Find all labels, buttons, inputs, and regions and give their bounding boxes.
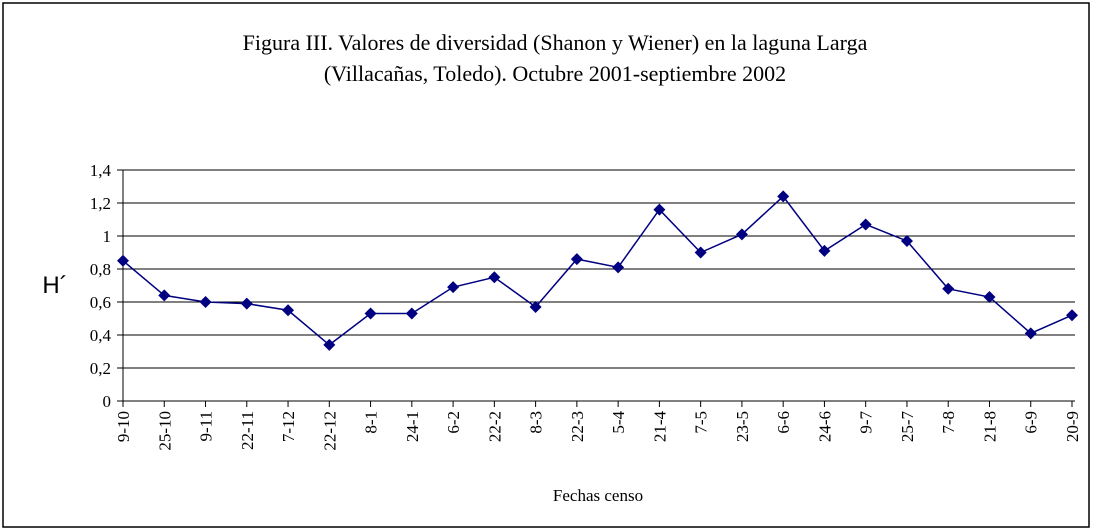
data-point [735,228,748,241]
y-tick-label: 0,6 [90,293,111,312]
data-point [488,271,501,284]
x-tick-label: 22-3 [568,411,587,442]
x-tick-label: 9-11 [197,411,216,442]
data-point [199,296,212,308]
x-tick-label: 24-1 [403,411,422,442]
y-axis-label: H´ [42,272,67,299]
data-point [942,282,955,295]
data-point [405,307,418,320]
data-point [240,297,253,310]
y-tick-label: 0,8 [90,260,111,279]
chart-subtitle: (Villacañas, Toledo). Octubre 2001-septi… [324,61,786,86]
x-axis-label: Fechas censo [553,486,643,505]
x-tick-label: 25-7 [898,411,917,443]
data-point [323,338,336,351]
x-tick-label: 22-12 [320,411,339,451]
x-tick-label: 6-2 [444,411,463,434]
x-tick-label: 20-9 [1063,411,1082,442]
x-tick-label: 8-1 [362,411,381,434]
x-tick-label: 21-8 [980,411,999,442]
x-tick-label: 8-3 [527,411,546,434]
x-tick-label: 9-7 [857,411,876,434]
y-tick-label: 0,2 [90,359,111,378]
x-tick-label: 7-5 [692,411,711,434]
data-point [818,244,831,257]
x-tick-label: 23-5 [733,411,752,442]
y-tick-label: 1 [103,227,112,246]
y-tick-label: 0,4 [90,326,112,345]
data-point [859,218,872,231]
data-point [447,281,460,294]
x-tick-label: 9-10 [114,411,133,442]
x-tick-label: 7-12 [279,411,298,442]
x-tick-label: 6-9 [1022,411,1041,434]
data-point [900,234,913,247]
data-point [570,253,583,266]
x-tick-label: 21-4 [650,411,669,443]
data-point [364,307,377,320]
x-tick-label: 22-2 [485,411,504,442]
x-tick-label: 25-10 [155,411,174,451]
data-point [777,190,790,203]
data-point [1066,309,1078,322]
data-point [983,291,996,304]
data-point [158,289,171,302]
series-line [122,195,1073,346]
data-point [612,261,625,274]
data-point [282,304,295,317]
x-tick-label: 6-6 [774,411,793,434]
x-tick-label: 7-8 [939,411,958,434]
x-tick-label: 24-6 [815,411,834,442]
data-point [529,300,542,313]
data-point [1024,327,1037,340]
y-tick-label: 1,4 [90,161,112,180]
data-point [117,254,129,267]
data-point [653,203,666,216]
y-tick-label: 1,2 [90,194,111,213]
x-tick-label: 22-11 [238,411,257,450]
y-tick-label: 0 [103,392,112,411]
data-point [694,246,707,259]
x-tick-label: 5-4 [609,411,628,434]
chart-title: Figura III. Valores de diversidad (Shano… [243,30,868,55]
